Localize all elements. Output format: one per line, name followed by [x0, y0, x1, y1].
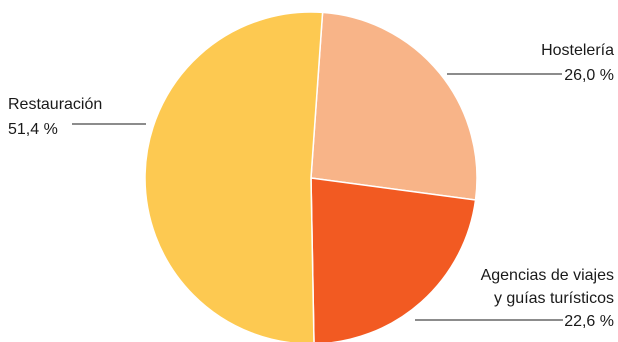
label-agencias-name-line1: Agencias de viajes: [481, 267, 614, 284]
label-restauración-value: 51,4 %: [8, 121, 58, 138]
label-restauración: Restauración 51,4 %: [8, 96, 146, 138]
label-hostelería: Hostelería 26,0 %: [447, 42, 614, 84]
pie-slice-agencias: [310, 177, 477, 342]
label-agencias-value: 22,6 %: [564, 313, 614, 330]
pie-slice-hostelería: [310, 11, 478, 201]
label-hostelería-name: Hostelería: [541, 42, 614, 59]
label-agencias-name-line2: y guías turísticos: [494, 290, 614, 307]
label-hostelería-value: 26,0 %: [564, 67, 614, 84]
label-agencias: Agencias de viajes y guías turísticos 22…: [415, 267, 614, 330]
label-restauración-name: Restauración: [8, 96, 102, 113]
pie-slice-restauración: [144, 11, 324, 342]
pie-slices: [144, 11, 478, 342]
